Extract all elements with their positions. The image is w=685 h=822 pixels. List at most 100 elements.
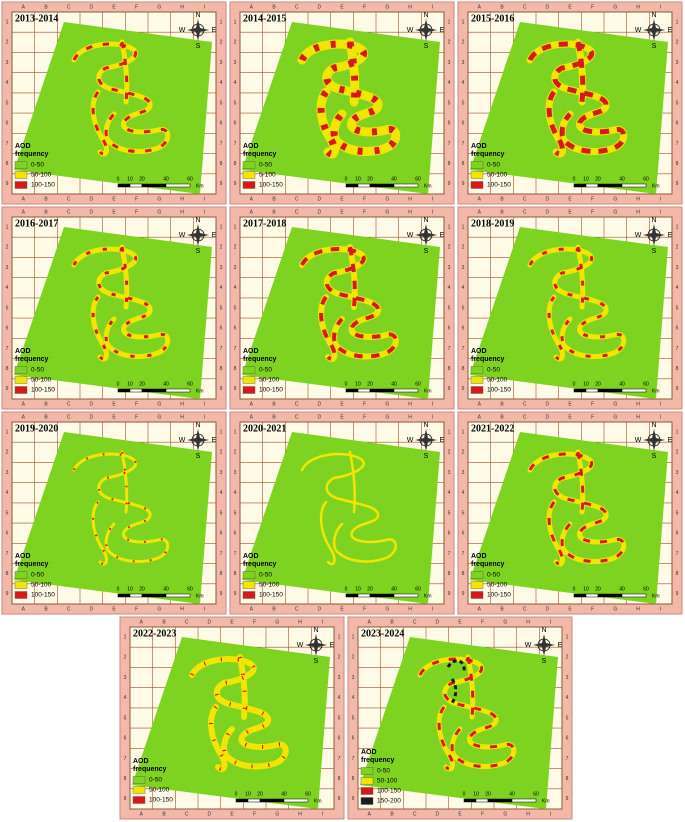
column-label: D — [546, 196, 550, 202]
column-label: C — [295, 401, 299, 407]
scale-label: 20 — [367, 381, 373, 387]
legend-label: 0-50 — [149, 777, 162, 784]
compass-letter: N — [541, 627, 546, 634]
legend-swatch — [14, 181, 28, 189]
compass-letter: N — [195, 422, 200, 429]
scale-label: Km — [424, 388, 432, 394]
scale-segment — [621, 388, 647, 393]
panel-title: 2016-2017 — [15, 218, 58, 229]
row-label: 6 — [462, 121, 465, 127]
map-panel: A A B B C C D D E E F F G G H H I I 1 1 2 2 3 3 4 4 5 5 6 6 7 7 8 8 9 9 2021… — [457, 411, 683, 615]
legend-label: 0-50 — [377, 768, 390, 775]
row-label: 1 — [676, 19, 679, 25]
row-label: 4 — [676, 490, 679, 496]
scale-label: 40 — [619, 381, 625, 387]
compass-letter: S — [196, 248, 201, 255]
legend-label: 0-50 — [487, 162, 500, 169]
row-label: 7 — [448, 141, 451, 147]
compass-letter: S — [542, 658, 547, 665]
column-label: F — [363, 606, 366, 612]
scale-segment — [117, 183, 131, 188]
column-label: E — [112, 4, 116, 10]
row-label: 4 — [124, 695, 127, 701]
legend-label: 150-200 — [377, 798, 401, 805]
scale-label: 40 — [509, 791, 515, 797]
scale-label: 20 — [139, 176, 145, 182]
column-label: B — [44, 401, 48, 407]
row-label: 3 — [462, 265, 465, 271]
row-label: 6 — [462, 326, 465, 332]
row-label: 1 — [676, 429, 679, 435]
column-label: F — [135, 414, 138, 420]
compass-letter: E — [330, 642, 335, 649]
map-panel: A A B B C C D D E E F F G G H H I I 1 1 2 2 3 3 4 4 5 5 6 6 7 7 8 8 9 9 2016… — [1, 206, 227, 410]
column-label: D — [436, 619, 440, 625]
scale-label: 40 — [163, 586, 169, 592]
column-label: B — [500, 209, 504, 215]
legend-label: 5-100 — [259, 172, 276, 179]
legend-swatch — [14, 171, 28, 179]
scale-label: 20 — [485, 791, 491, 797]
column-label: F — [591, 209, 594, 215]
legend-label: 100-150 — [259, 182, 283, 189]
row-label: 8 — [234, 366, 237, 372]
scale-label: 40 — [619, 586, 625, 592]
row-label: 9 — [462, 386, 465, 392]
column-label: F — [135, 196, 138, 202]
column-label: D — [318, 209, 322, 215]
column-label: B — [500, 4, 504, 10]
column-label: B — [390, 811, 394, 817]
panel-title: 2013-2014 — [15, 13, 58, 24]
scale-segment — [129, 388, 143, 393]
scale-label: 0 — [117, 176, 120, 182]
row-label: 4 — [220, 80, 223, 86]
study-area — [470, 22, 668, 194]
column-label: D — [208, 619, 212, 625]
column-label: C — [67, 196, 71, 202]
column-label: D — [90, 4, 94, 10]
row-label: 5 — [6, 510, 9, 516]
scale-label: Km — [652, 593, 660, 599]
scale-segment — [393, 388, 419, 393]
scale-label: 40 — [163, 381, 169, 387]
legend-swatch — [242, 366, 256, 374]
column-label: C — [67, 401, 71, 407]
column-label: E — [458, 619, 462, 625]
column-label: G — [503, 619, 507, 625]
scale-segment — [345, 593, 359, 598]
row-label: 9 — [124, 796, 127, 802]
column-label: D — [546, 401, 550, 407]
column-label: C — [185, 811, 189, 817]
row-label: 6 — [676, 531, 679, 537]
column-label: G — [157, 606, 161, 612]
column-label: C — [67, 414, 71, 420]
row-label: 8 — [352, 776, 355, 782]
row-label: 9 — [676, 386, 679, 392]
column-label: G — [385, 606, 389, 612]
legend-label: 0-50 — [487, 367, 500, 374]
row-label: 2 — [462, 40, 465, 46]
column-label: C — [523, 4, 527, 10]
legend-title: AOD — [243, 553, 259, 560]
row-label: 6 — [234, 121, 237, 127]
row-label: 9 — [462, 591, 465, 597]
column-label: B — [500, 401, 504, 407]
column-label: A — [250, 196, 254, 202]
row-label: 5 — [234, 510, 237, 516]
column-label: H — [408, 4, 412, 10]
column-label: D — [436, 811, 440, 817]
column-label: A — [250, 4, 254, 10]
row-label: 4 — [352, 695, 355, 701]
compass-letter: E — [440, 232, 445, 239]
row-label: 2 — [6, 450, 9, 456]
scale-segment — [357, 183, 371, 188]
column-label: H — [180, 401, 184, 407]
row-label: 7 — [448, 551, 451, 557]
legend-label: 0-50 — [259, 162, 272, 169]
scale-label: 60 — [187, 176, 193, 182]
row-label: 1 — [234, 224, 237, 230]
scale-segment — [259, 798, 285, 803]
compass-letter: E — [212, 232, 217, 239]
row-label: 3 — [676, 60, 679, 66]
